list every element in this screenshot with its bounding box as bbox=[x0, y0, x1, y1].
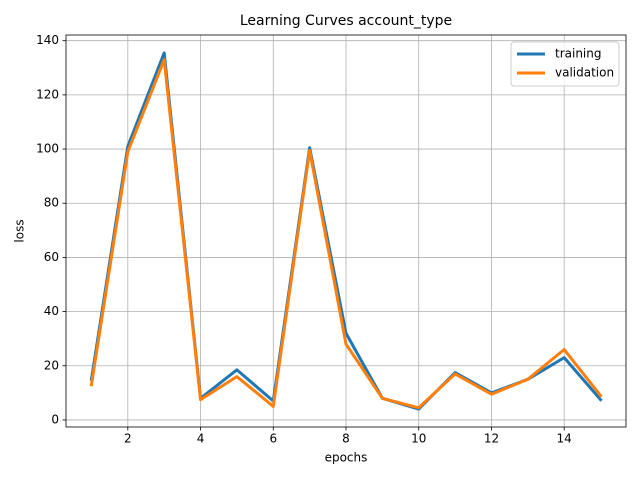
x-tick-label: 14 bbox=[557, 432, 572, 446]
legend-label: training bbox=[555, 47, 602, 61]
y-axis-label: loss bbox=[13, 219, 27, 242]
x-tick-label: 6 bbox=[269, 432, 277, 446]
y-tick-label: 60 bbox=[44, 250, 59, 264]
x-axis-label: epochs bbox=[325, 451, 368, 465]
axes-frame bbox=[65, 34, 627, 428]
chart-title: Learning Curves account_type bbox=[240, 13, 452, 29]
x-tick-label: 10 bbox=[411, 432, 426, 446]
y-tick-label: 80 bbox=[44, 196, 59, 210]
y-tick-label: 40 bbox=[44, 304, 59, 318]
x-tick-label: 2 bbox=[124, 432, 132, 446]
y-tick-label: 0 bbox=[51, 412, 59, 426]
y-tick-label: 120 bbox=[36, 87, 59, 101]
line-series bbox=[89, 58, 603, 410]
legend-label: validation bbox=[555, 66, 614, 80]
y-tick-label: 100 bbox=[36, 142, 59, 156]
x-tick-label: 4 bbox=[197, 432, 205, 446]
y-tick-label: 140 bbox=[36, 33, 59, 47]
x-tick-label: 8 bbox=[342, 432, 350, 446]
x-tick-label: 12 bbox=[484, 432, 499, 446]
y-tick-label: 20 bbox=[44, 358, 59, 372]
